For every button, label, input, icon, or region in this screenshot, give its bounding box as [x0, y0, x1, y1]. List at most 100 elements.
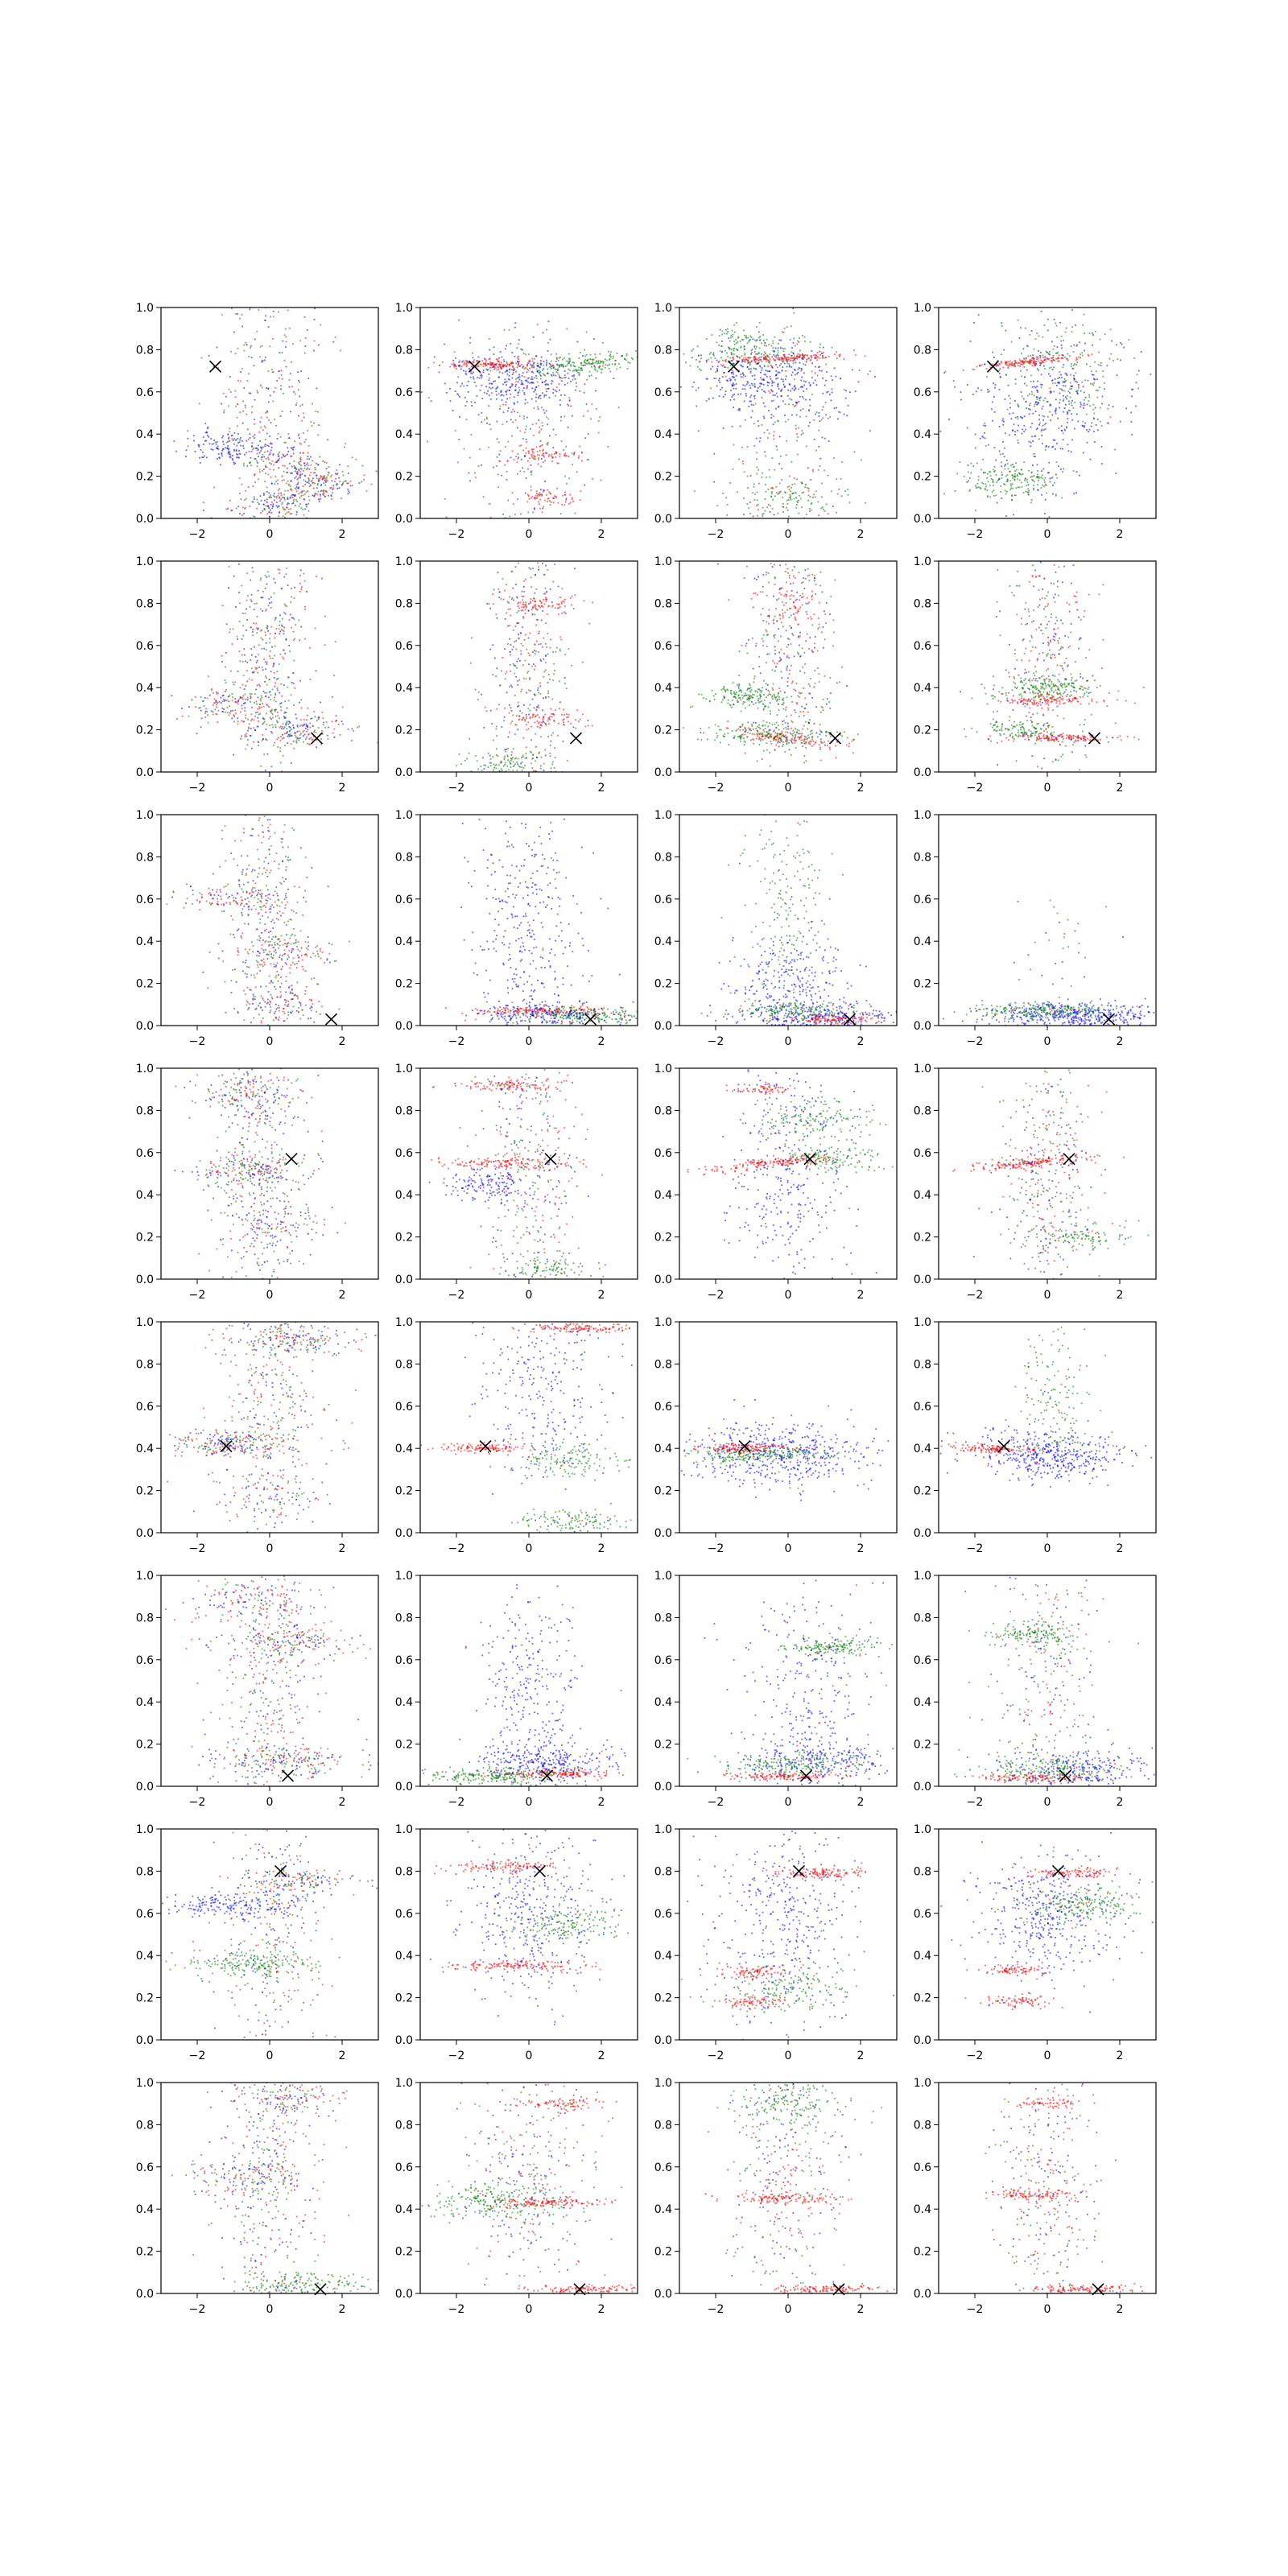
scatter-point [231, 643, 233, 645]
scatter-point [257, 589, 259, 592]
scatter-point [231, 717, 233, 720]
scatter-point [506, 381, 508, 382]
scatter-point [214, 702, 217, 704]
scatter-point [523, 394, 526, 395]
scatter-point [948, 419, 950, 420]
scatter-point [309, 722, 312, 724]
scatter-point [1067, 411, 1069, 414]
scatter-point [303, 464, 306, 467]
scatter-point [305, 491, 308, 493]
scatter-point [535, 396, 537, 398]
scatter-point [280, 374, 283, 376]
scatter-point [228, 587, 229, 589]
scatter-point [543, 374, 545, 376]
scatter-point [240, 437, 242, 439]
scatter-point [1007, 367, 1009, 369]
scatter-point [274, 645, 276, 647]
scatter-point [1010, 418, 1013, 420]
scatter-point [291, 596, 293, 598]
scatter-point [254, 498, 255, 501]
scatter-point [782, 348, 784, 350]
scatter-point [314, 494, 316, 496]
scatter-point [287, 451, 290, 452]
scatter-point [526, 378, 529, 380]
scatter-point [268, 516, 270, 518]
scatter-point [754, 368, 757, 369]
scatter-point [235, 439, 237, 441]
scatter-point [201, 452, 204, 453]
scatter-point [548, 491, 551, 493]
scatter-point [543, 394, 546, 396]
scatter-point [353, 730, 355, 732]
scatter-point [279, 703, 281, 705]
scatter-point [748, 361, 750, 364]
scatter-point [860, 459, 862, 461]
scatter-point [770, 414, 773, 415]
scatter-point [1040, 311, 1042, 312]
scatter-point [943, 493, 945, 495]
scatter-point [1036, 396, 1038, 398]
scatter-point [270, 316, 271, 318]
scatter-point [752, 404, 754, 407]
scatter-point [1099, 407, 1101, 409]
scatter-point [1115, 473, 1117, 474]
scatter-point [745, 419, 746, 421]
scatter-point [745, 358, 748, 361]
scatter-point [539, 398, 542, 399]
scatter-point [481, 384, 483, 386]
scatter-point [546, 646, 548, 648]
scatter-point [754, 493, 756, 495]
scatter-point [496, 667, 498, 670]
scatter-point [1072, 368, 1075, 370]
scatter-point [535, 456, 536, 457]
scatter-point [496, 398, 497, 400]
scatter-point [564, 475, 566, 477]
scatter-point [199, 456, 200, 459]
scatter-point [749, 396, 752, 398]
scatter-point [276, 380, 279, 382]
scatter-point [541, 494, 543, 497]
scatter-point [275, 505, 278, 507]
scatter-point [502, 423, 504, 426]
scatter-point [1055, 398, 1057, 401]
scatter-point [815, 354, 817, 356]
scatter-point [997, 479, 999, 481]
scatter-point [809, 404, 811, 407]
scatter-point [1042, 419, 1044, 421]
scatter-point [987, 389, 989, 390]
scatter-point [693, 382, 695, 383]
scatter-point [526, 368, 528, 370]
scatter-point [527, 362, 530, 364]
scatter-point [750, 336, 753, 338]
scatter-point [1048, 516, 1051, 518]
scatter-point [268, 492, 270, 494]
scatter-point [801, 386, 803, 388]
scatter-point [960, 391, 962, 393]
scatter-point [571, 498, 573, 501]
scatter-point [498, 770, 501, 772]
scatter-point [536, 497, 538, 499]
scatter-point [493, 381, 495, 382]
scatter-point [535, 709, 538, 712]
scatter-point [298, 486, 300, 489]
scatter-point [1034, 338, 1037, 340]
scatter-point [627, 361, 630, 363]
scatter-point [828, 440, 830, 442]
scatter-point [1049, 477, 1051, 480]
scatter-point [1071, 413, 1073, 415]
scatter-point [744, 334, 745, 336]
scatter-point [782, 400, 784, 402]
scatter-point [1125, 407, 1127, 410]
scatter-point [1009, 360, 1011, 362]
scatter-point [801, 492, 803, 494]
scatter-point [237, 347, 239, 349]
scatter-point [541, 382, 543, 383]
scatter-point [518, 374, 520, 376]
scatter-point [798, 388, 799, 390]
scatter-point [1023, 361, 1026, 363]
scatter-point [479, 389, 481, 391]
scatter-point [1071, 309, 1074, 311]
scatter-point [205, 456, 208, 459]
scatter-point [509, 386, 511, 389]
scatter-point [307, 742, 308, 745]
